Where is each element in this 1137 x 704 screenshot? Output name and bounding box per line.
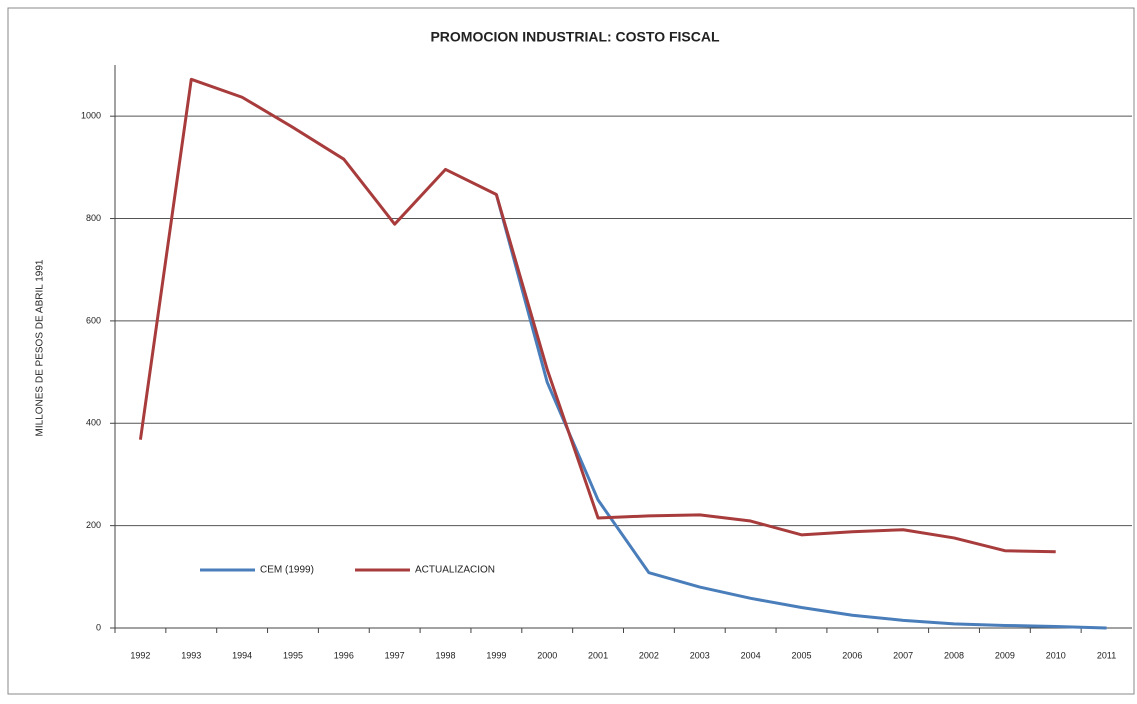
- x-tick-label: 2006: [842, 650, 862, 660]
- x-tick-label: 2009: [995, 650, 1015, 660]
- y-tick-label: 0: [96, 622, 101, 632]
- x-tick-label: 1996: [334, 650, 354, 660]
- x-tick-label: 1994: [232, 650, 252, 660]
- y-tick-label: 200: [86, 520, 101, 530]
- legend-label: ACTUALIZACION: [415, 565, 495, 576]
- x-tick-label: 2003: [690, 650, 710, 660]
- x-tick-label: 2010: [1046, 650, 1066, 660]
- x-tick-label: 2004: [741, 650, 761, 660]
- x-tick-label: 2007: [893, 650, 913, 660]
- x-tick-label: 2011: [1097, 650, 1116, 660]
- x-tick-label: 2002: [639, 650, 659, 660]
- y-tick-label: 600: [86, 315, 101, 325]
- x-tick-label: 2005: [791, 650, 811, 660]
- series-line: [138, 77, 1056, 554]
- y-tick-label: 800: [86, 213, 101, 223]
- x-tick-label: 2008: [944, 650, 964, 660]
- y-tick-label: 400: [86, 418, 101, 428]
- y-tick-label: 1000: [81, 111, 101, 121]
- x-tick-label: 1992: [130, 650, 150, 660]
- x-tick-label: 1999: [486, 650, 506, 660]
- x-tick-label: 1995: [283, 650, 303, 660]
- x-tick-label: 1993: [181, 650, 201, 660]
- y-axis-label: MILLONES DE PESOS DE ABRIL 1991: [35, 259, 46, 436]
- x-tick-label: 2001: [588, 650, 608, 660]
- x-tick-label: 2000: [537, 650, 557, 660]
- x-tick-label: 1997: [385, 650, 405, 660]
- series-line: [494, 194, 1107, 630]
- chart-title: PROMOCION INDUSTRIAL: COSTO FISCAL: [430, 29, 720, 45]
- x-tick-label: 1998: [436, 650, 456, 660]
- chart-frame: [7, 7, 1135, 695]
- legend-label: CEM (1999): [260, 565, 314, 576]
